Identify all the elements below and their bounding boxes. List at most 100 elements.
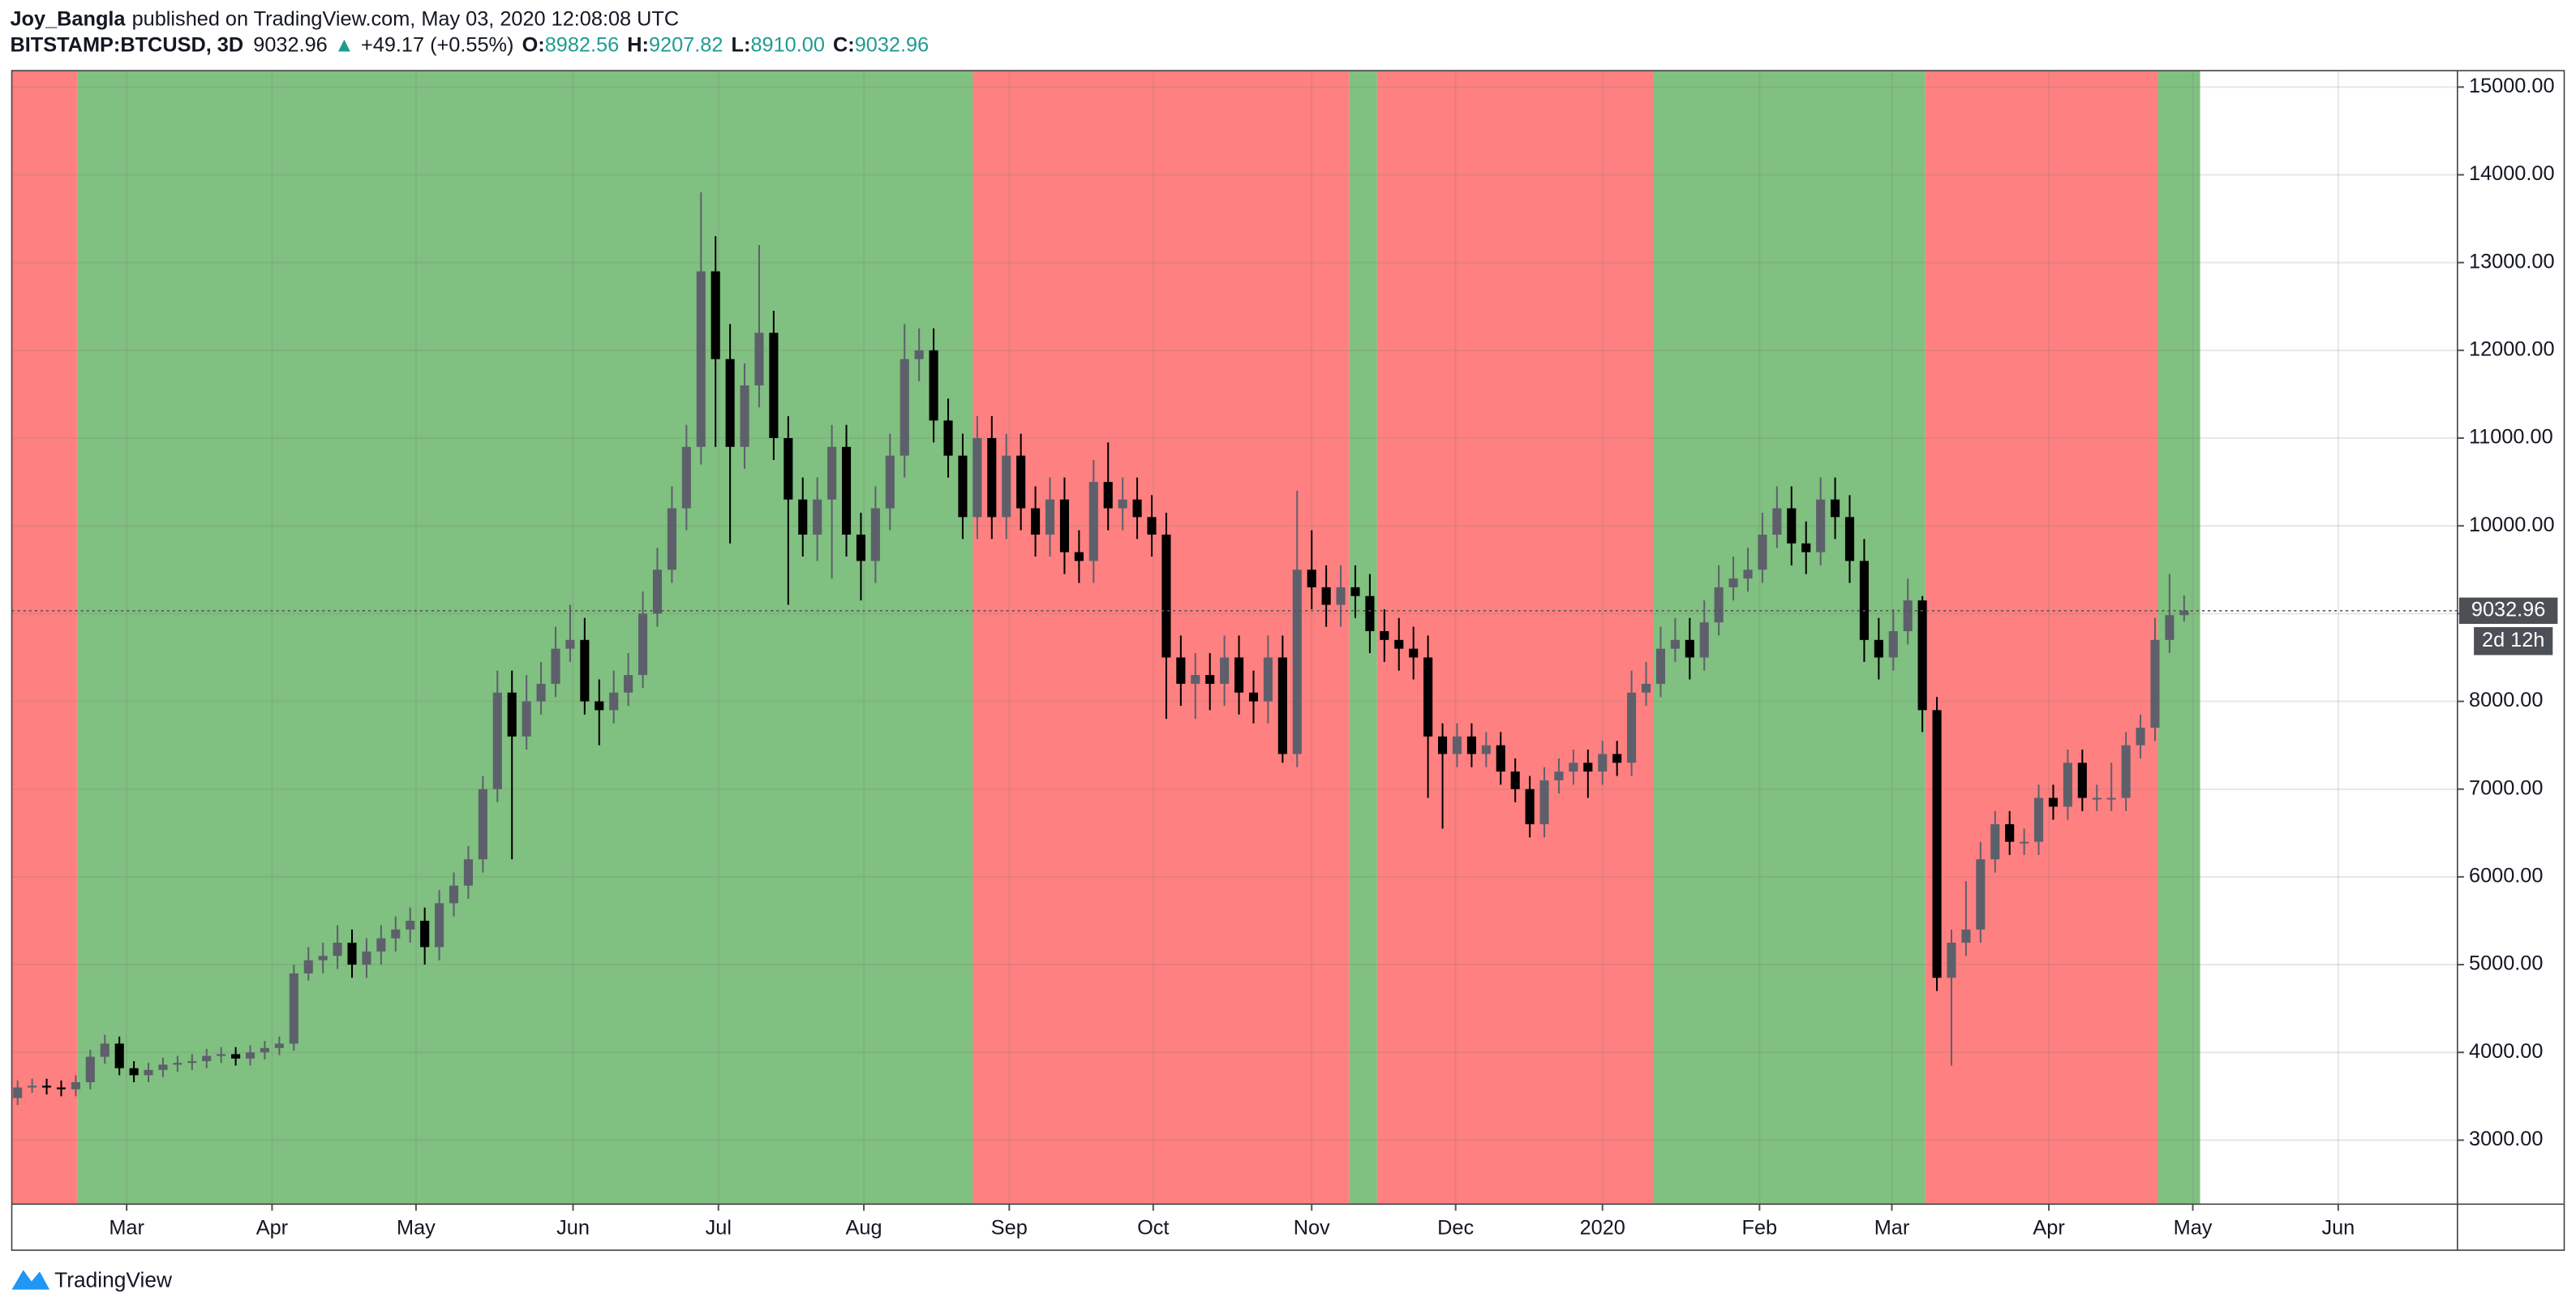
candle-body xyxy=(129,1068,139,1076)
signal-band xyxy=(77,71,973,1205)
candle-body xyxy=(1525,789,1535,824)
candle-body xyxy=(624,675,633,693)
candle-body xyxy=(187,1061,197,1064)
candle-body xyxy=(885,455,895,509)
candle-body xyxy=(2077,763,2087,798)
candle-body xyxy=(274,1043,284,1048)
y-tick-label: 7000.00 xyxy=(2469,776,2543,799)
candle-body xyxy=(1031,508,1041,535)
author: Joy_Bangla xyxy=(11,7,127,30)
candle-body xyxy=(1947,943,1956,978)
candle-body xyxy=(1161,534,1171,658)
h-label: H: xyxy=(627,33,649,56)
candle-body xyxy=(376,938,386,952)
candle-body xyxy=(813,499,822,535)
candle-body xyxy=(2165,615,2175,640)
candle-body xyxy=(1844,517,1855,561)
candle-body xyxy=(2092,797,2102,800)
candle-body xyxy=(2005,823,2015,842)
signal-band xyxy=(11,71,78,1205)
candle-body xyxy=(2033,797,2044,842)
x-tick-label: Aug xyxy=(846,1216,882,1239)
candle-body xyxy=(1976,859,1986,930)
candle-body xyxy=(667,508,676,570)
candle-body xyxy=(1103,482,1113,509)
candle-body xyxy=(551,648,560,684)
candle-body xyxy=(856,534,866,561)
candle-body xyxy=(289,973,298,1044)
candle-body xyxy=(1380,630,1389,640)
plot-frame xyxy=(11,70,2565,1251)
signal-band xyxy=(972,71,1350,1205)
candle-body xyxy=(100,1043,109,1057)
countdown-label: 2d 12h xyxy=(2482,629,2544,651)
candle-body xyxy=(1801,543,1811,552)
x-tick-label: May xyxy=(2174,1216,2213,1239)
x-tick-label: Apr xyxy=(256,1216,288,1239)
candle-body xyxy=(1583,763,1593,772)
countdown-box xyxy=(2474,627,2553,656)
candle-body xyxy=(1307,570,1316,587)
candle-body xyxy=(1277,657,1287,754)
y-tick-label: 3000.00 xyxy=(2469,1128,2543,1150)
y-tick-label: 11000.00 xyxy=(2469,426,2553,449)
candle-body xyxy=(1248,692,1259,702)
candle-body xyxy=(1831,499,1840,518)
y-tick-label: 15000.00 xyxy=(2469,75,2555,97)
candle-body xyxy=(1263,657,1273,702)
candle-body xyxy=(463,859,473,886)
y-tick-label: 8000.00 xyxy=(2469,689,2543,711)
candle-body xyxy=(333,943,342,956)
candle-body xyxy=(144,1069,153,1076)
candle-body xyxy=(2136,727,2145,746)
price: 9032.96 xyxy=(253,33,327,56)
candle-body xyxy=(1074,552,1084,561)
candle-body xyxy=(492,692,502,789)
candle-body xyxy=(754,333,764,386)
candle-body xyxy=(1350,587,1360,596)
candle-body xyxy=(1743,570,1753,579)
candle-body xyxy=(71,1082,80,1090)
candle-body xyxy=(507,692,517,737)
candle-body xyxy=(1118,499,1127,509)
candle-body xyxy=(1176,657,1186,684)
y-tick-label: 12000.00 xyxy=(2469,338,2555,361)
arrow: ▲ xyxy=(334,33,354,56)
candle-body xyxy=(1205,675,1215,684)
c-label: C: xyxy=(833,33,855,56)
x-tick-label: Jul xyxy=(706,1216,732,1239)
y-tick-label: 6000.00 xyxy=(2469,865,2543,888)
candle-body xyxy=(1612,754,1622,763)
x-tick-label: Sep xyxy=(991,1216,1028,1239)
candle-body xyxy=(565,639,575,649)
candle-body xyxy=(1932,710,1942,978)
candle-body xyxy=(914,350,924,359)
candle-body xyxy=(696,271,706,447)
candle-body xyxy=(784,438,793,500)
candle-body xyxy=(798,499,808,535)
candle-body xyxy=(1758,534,1767,570)
candle-body xyxy=(478,789,487,860)
candle-body xyxy=(1961,929,1971,943)
signal-band xyxy=(1925,71,2158,1205)
candle-body xyxy=(841,446,852,535)
candle-body xyxy=(245,1052,255,1059)
logo: TradingView xyxy=(11,1268,173,1292)
candle-body xyxy=(85,1056,95,1083)
candle-body xyxy=(1452,736,1462,754)
candle-body xyxy=(870,508,880,561)
y-tick-label: 4000.00 xyxy=(2469,1040,2543,1063)
candle-body xyxy=(1132,499,1142,518)
signal-band xyxy=(2157,71,2200,1205)
candle-body xyxy=(1787,508,1797,544)
candle-body xyxy=(1655,648,1666,684)
candle-body xyxy=(1191,675,1200,684)
candle-body xyxy=(1510,772,1520,789)
candle-body xyxy=(1496,745,1505,772)
header-line-1: Joy_Bangla published on TradingView.com, … xyxy=(11,7,680,30)
candle-body xyxy=(1598,754,1608,772)
candle-body xyxy=(1699,622,1709,658)
plot-area: 3000.00 4000.00 5000.00 6000.00 7000.00 8000.… xyxy=(11,70,2565,1251)
candle-body xyxy=(13,1087,23,1098)
h-value: 9207.82 xyxy=(649,33,723,56)
